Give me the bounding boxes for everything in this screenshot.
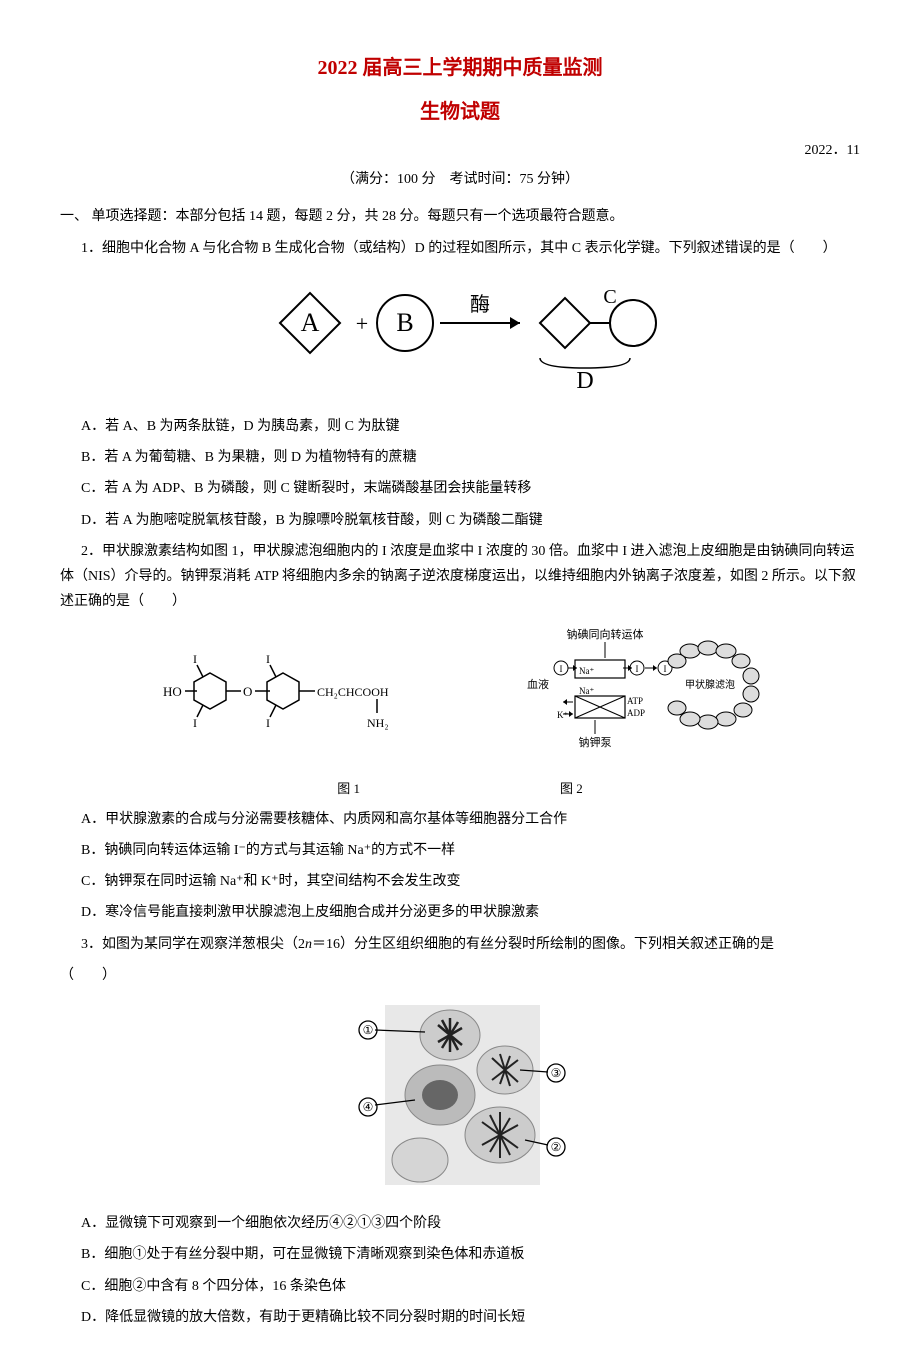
q3-figure: ① ④ ③ ② <box>60 1000 860 1199</box>
q3-option-A: A．显微镜下可观察到一个细胞依次经历④②①③四个阶段 <box>60 1211 860 1236</box>
q1-option-B: B．若 A 为葡萄糖、B 为果糖，则 D 为植物特有的蔗糖 <box>60 445 860 470</box>
svg-text:血液: 血液 <box>527 677 549 691</box>
q2-text: 2．甲状腺激素结构如图 1，甲状腺滤泡细胞内的 I 浓度是血浆中 I 浓度的 3… <box>60 539 860 615</box>
svg-text:I: I <box>560 664 563 674</box>
q1-option-A: A．若 A、B 为两条肽链，D 为胰岛素，则 C 为肽键 <box>60 414 860 439</box>
q3-option-D: D．降低显微镜的放大倍数，有助于更精确比较不同分裂时期的时间长短 <box>60 1305 860 1330</box>
svg-text:Na⁺: Na⁺ <box>579 666 594 676</box>
exam-info: （满分：100 分 考试时间：75 分钟） <box>60 167 860 192</box>
svg-text:I: I <box>266 716 270 730</box>
q2-fig2-label: 图 2 <box>560 777 583 800</box>
q2-option-A: A．甲状腺激素的合成与分泌需要核糖体、内质网和高尔基体等细胞器分工合作 <box>60 807 860 832</box>
svg-text:钠碘同向转运体: 钠碘同向转运体 <box>567 627 644 641</box>
q3-option-C: C．细胞②中含有 8 个四分体，16 条染色体 <box>60 1274 860 1299</box>
svg-text:O: O <box>243 684 252 699</box>
svg-text:甲状腺滤泡: 甲状腺滤泡 <box>685 678 735 691</box>
svg-text:ADP: ADP <box>627 708 645 718</box>
svg-text:①: ① <box>363 1023 374 1037</box>
q2-figure2: 钠碘同向转运体 血液 I I I Na⁺ Na⁺ K⁺ <box>505 626 765 765</box>
q1-figure: A + B 酶 C D <box>60 273 860 402</box>
q1-option-C: C．若 A 为 ADP、B 为磷酸，则 C 键断裂时，末端磷酸基团会挟能量转移 <box>60 476 860 501</box>
svg-text:HO: HO <box>163 684 182 699</box>
svg-text:Na⁺: Na⁺ <box>579 686 594 696</box>
q2-option-B: B．钠碘同向转运体运输 I⁻的方式与其运输 Na⁺的方式不一样 <box>60 838 860 863</box>
q2-fig1-label: 图 1 <box>337 777 360 800</box>
q1-fig-B: B <box>396 308 413 337</box>
q3-text-paren: （ ） <box>60 963 860 988</box>
q2-figure-labels: 图 1 图 2 <box>60 777 860 800</box>
svg-text:ATP: ATP <box>627 696 643 706</box>
q1-option-D: D．若 A 为胞嘧啶脱氧核苷酸，B 为腺嘌呤脱氧核苷酸，则 C 为磷酸二酯键 <box>60 508 860 533</box>
exam-title: 2022 届高三上学期期中质量监测 <box>60 50 860 86</box>
svg-text:NH₂: NH₂ <box>367 716 389 730</box>
q1-fig-C: C <box>603 286 616 308</box>
q2-figures: HO I I O I I CH₂CHCOOH NH₂ 钠碘同向转运体 血液 <box>60 626 860 765</box>
svg-text:K⁺: K⁺ <box>557 710 568 720</box>
svg-text:+: + <box>356 311 368 336</box>
q1-fig-D: D <box>576 368 593 393</box>
q1-fig-enzyme: 酶 <box>470 293 490 316</box>
svg-text:I: I <box>193 716 197 730</box>
svg-text:I: I <box>266 652 270 666</box>
svg-text:I: I <box>193 652 197 666</box>
q2-figure1: HO I I O I I CH₂CHCOOH NH₂ <box>155 641 465 750</box>
q3-option-B: B．细胞①处于有丝分裂中期，可在显微镜下清晰观察到染色体和赤道板 <box>60 1242 860 1267</box>
svg-text:I: I <box>664 664 667 674</box>
svg-text:②: ② <box>551 1140 562 1154</box>
svg-text:CH₂CHCOOH: CH₂CHCOOH <box>317 685 389 699</box>
svg-text:钠钾泵: 钠钾泵 <box>579 735 612 749</box>
q1-text: 1．细胞中化合物 A 与化合物 B 生成化合物（或结构）D 的过程如图所示，其中… <box>60 236 860 261</box>
q1-fig-A: A <box>301 308 320 337</box>
svg-text:I: I <box>636 664 639 674</box>
q2-option-C: C．钠钾泵在同时运输 Na⁺和 K⁺时，其空间结构不会发生改变 <box>60 869 860 894</box>
exam-date: 2022．11 <box>60 138 860 163</box>
svg-text:④: ④ <box>363 1100 374 1114</box>
section-header: 一、 单项选择题：本部分包括 14 题，每题 2 分，共 28 分。每题只有一个… <box>60 204 860 229</box>
q3-text: 3．如图为某同学在观察洋葱根尖（2n＝16）分生区组织细胞的有丝分裂时所绘制的图… <box>60 932 860 957</box>
q2-option-D: D．寒冷信号能直接刺激甲状腺滤泡上皮细胞合成并分泌更多的甲状腺激素 <box>60 900 860 925</box>
svg-text:③: ③ <box>551 1066 562 1080</box>
exam-subtitle: 生物试题 <box>60 94 860 130</box>
